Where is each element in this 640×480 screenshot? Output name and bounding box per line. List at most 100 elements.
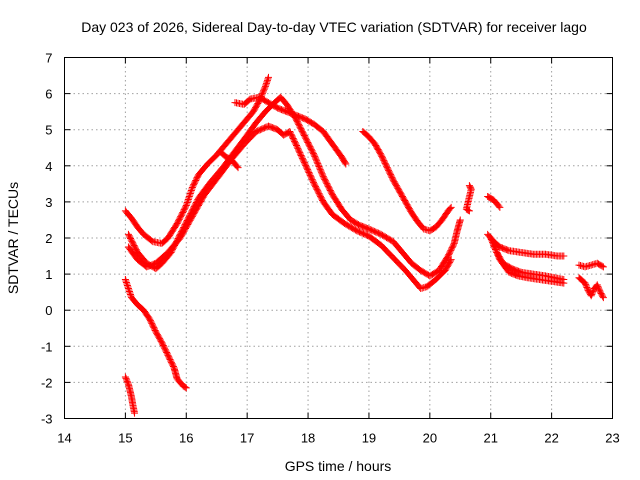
data-point [598, 262, 606, 270]
data-point [124, 283, 132, 291]
data-point [296, 150, 304, 158]
data-point [262, 79, 270, 87]
data-point [121, 373, 129, 381]
data-point [492, 247, 500, 255]
data-point [493, 250, 501, 258]
data-point [593, 281, 601, 289]
data-point [187, 186, 195, 194]
data-point [293, 142, 301, 150]
x-tick-label: 16 [179, 431, 193, 446]
data-point [594, 282, 602, 290]
data-point [182, 202, 190, 210]
x-tick-label: 22 [544, 431, 558, 446]
data-point [316, 165, 324, 173]
x-tick-label: 17 [240, 431, 254, 446]
data-point [233, 162, 241, 170]
data-point [588, 289, 596, 297]
data-point [588, 290, 596, 298]
series [121, 73, 607, 417]
data-point [446, 205, 454, 213]
data-point [303, 164, 311, 172]
data-point [124, 285, 132, 293]
data-point [185, 194, 193, 202]
data-point [260, 87, 268, 95]
data-point [125, 288, 133, 296]
data-point [184, 197, 192, 205]
series-arc-7 [121, 276, 190, 392]
data-point [261, 82, 269, 90]
series-arc-9 [462, 182, 475, 215]
data-point [582, 281, 590, 289]
data-point [295, 147, 303, 155]
data-point [583, 283, 591, 291]
data-point [298, 153, 306, 161]
data-point [312, 155, 320, 163]
data-point [123, 282, 131, 290]
series-arc-8 [121, 373, 139, 417]
data-point [292, 140, 300, 148]
data-point [495, 253, 503, 261]
data-point [123, 377, 131, 385]
data-point [447, 203, 455, 211]
data-point [492, 246, 500, 254]
data-point [122, 279, 130, 287]
y-axis-label: SDTVAR / TECUs [5, 182, 21, 294]
data-point [594, 284, 602, 292]
data-point [298, 154, 306, 162]
data-point [314, 161, 322, 169]
x-tick-label: 23 [605, 431, 619, 446]
chart-title: Day 023 of 2026, Sidereal Day-to-day VTE… [81, 19, 587, 35]
series-arc-10 [484, 192, 504, 211]
data-point [304, 166, 312, 174]
data-point [123, 376, 131, 384]
data-point [560, 279, 568, 287]
data-point [489, 238, 497, 246]
y-tick-label: -2 [41, 375, 53, 390]
x-tick-label: 21 [483, 431, 497, 446]
y-tick-label: 6 [45, 87, 52, 102]
series-arc-15 [575, 274, 607, 302]
data-point [309, 177, 317, 185]
data-point [308, 176, 316, 184]
data-point [342, 160, 350, 168]
data-point [488, 237, 496, 245]
data-point [184, 195, 192, 203]
data-point [304, 167, 312, 175]
data-point [599, 292, 607, 300]
data-point [313, 158, 321, 166]
series-arc-13 [490, 241, 568, 287]
series-arc-4 [231, 93, 350, 168]
data-point [186, 189, 194, 197]
data-point [317, 167, 325, 175]
x-tick-label: 18 [301, 431, 315, 446]
data-point [493, 248, 501, 256]
data-point [599, 263, 607, 271]
data-point [305, 169, 313, 177]
data-point [582, 282, 590, 290]
data-point [314, 160, 322, 168]
data-point [311, 154, 319, 162]
data-point [264, 75, 272, 83]
y-tick-label: 3 [45, 195, 52, 210]
data-point [313, 157, 321, 165]
x-tick-labels: 14 15 16 17 18 19 20 21 22 23 [57, 431, 619, 446]
data-point [293, 143, 301, 151]
data-point [464, 206, 472, 214]
data-point [318, 170, 326, 178]
data-point [465, 207, 473, 215]
y-tick-label: 0 [45, 303, 52, 318]
data-point [182, 384, 190, 392]
data-point [487, 234, 495, 242]
data-point [121, 276, 129, 284]
data-point [581, 279, 589, 287]
data-point [316, 164, 324, 172]
data-point [446, 257, 454, 265]
plot-frame [64, 57, 613, 419]
y-tick-label: 5 [45, 123, 52, 138]
data-point [301, 160, 309, 168]
data-point [587, 292, 595, 300]
data-point [494, 251, 502, 259]
data-point [183, 200, 191, 208]
data-point [341, 159, 349, 167]
series-arc-14 [575, 259, 607, 271]
